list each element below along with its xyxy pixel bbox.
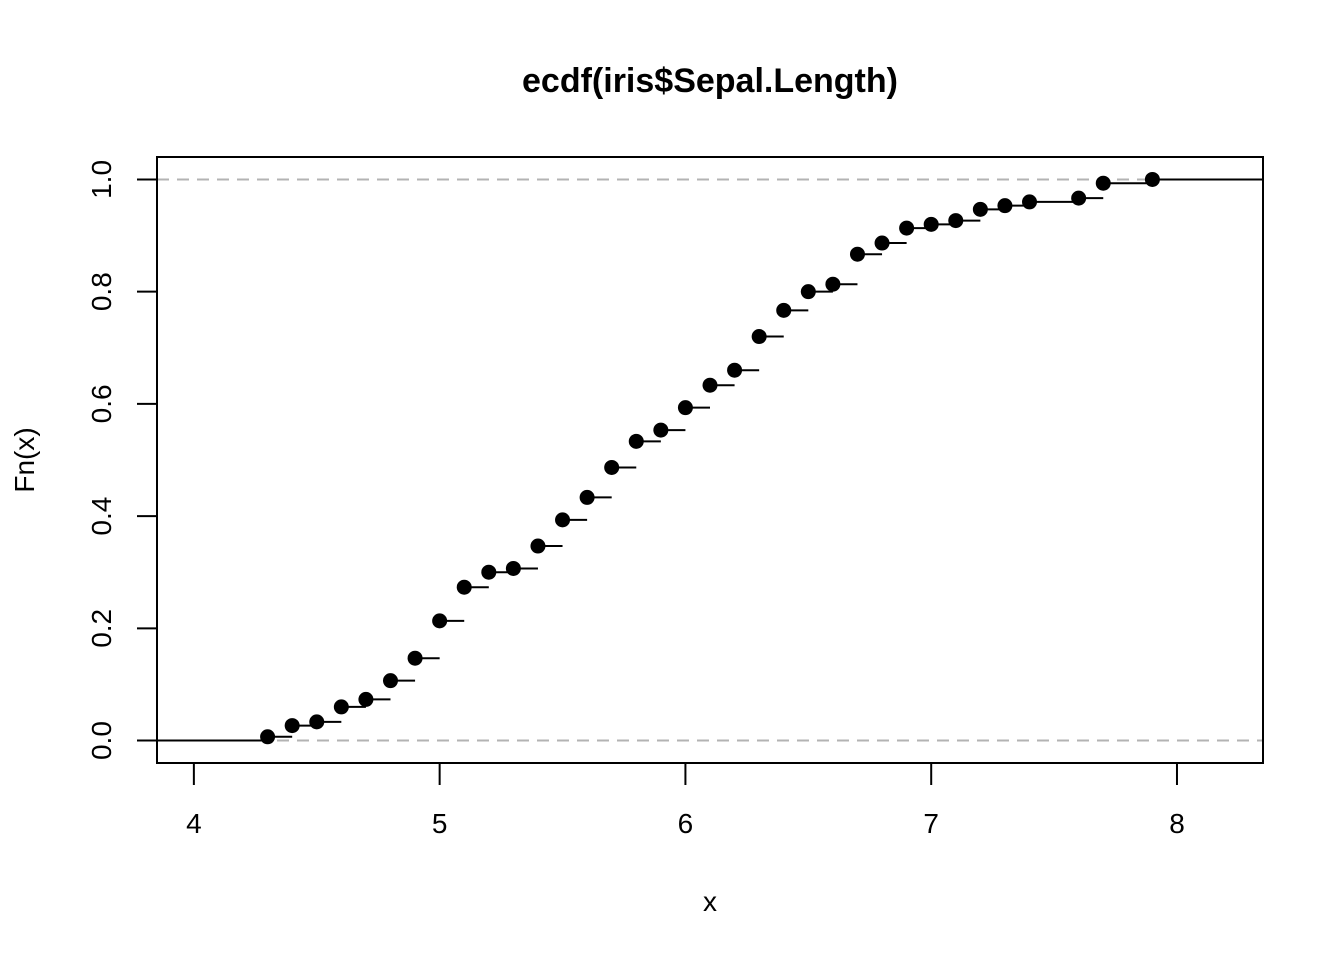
data-point <box>948 213 964 229</box>
data-point <box>776 302 792 318</box>
y-tick-label: 0.4 <box>86 497 117 536</box>
data-point <box>1095 175 1111 191</box>
data-point <box>727 362 743 378</box>
data-point <box>579 489 595 505</box>
x-tick-label: 4 <box>186 808 202 839</box>
x-tick-label: 5 <box>432 808 448 839</box>
chart-title: ecdf(iris$Sepal.Length) <box>522 62 898 100</box>
data-point <box>800 284 816 300</box>
data-point <box>432 613 448 629</box>
data-point <box>358 691 374 707</box>
y-tick-label: 0.8 <box>86 272 117 311</box>
data-point <box>407 650 423 666</box>
y-tick-label: 0.6 <box>86 384 117 423</box>
data-point <box>923 216 939 232</box>
data-point <box>1022 194 1038 210</box>
data-point <box>530 538 546 554</box>
data-point <box>382 673 398 689</box>
data-point <box>555 512 571 528</box>
step-segments <box>157 178 1263 742</box>
data-point <box>653 422 669 438</box>
data-point <box>481 564 497 580</box>
data-point <box>1144 171 1160 187</box>
data-point <box>284 718 300 734</box>
x-tick-label: 7 <box>923 808 939 839</box>
x-tick-label: 6 <box>678 808 694 839</box>
data-point <box>997 198 1013 214</box>
data-point <box>849 246 865 262</box>
data-points <box>260 171 1160 745</box>
data-point <box>702 377 718 393</box>
y-tick-label: 1.0 <box>86 160 117 199</box>
x-axis-title: x <box>703 886 717 917</box>
y-tick-label: 0.2 <box>86 609 117 648</box>
reference-lines <box>157 178 1263 742</box>
data-point <box>751 329 767 345</box>
y-tick-label: 0.0 <box>86 721 117 760</box>
data-point <box>456 579 472 595</box>
data-point <box>628 433 644 449</box>
data-point <box>677 400 693 416</box>
data-point <box>899 220 915 236</box>
data-point <box>309 714 325 730</box>
y-axis: 0.0 0.2 0.4 0.6 0.8 1.0 <box>86 160 158 760</box>
y-axis-title: Fn(x) <box>9 427 40 492</box>
data-point <box>260 729 276 745</box>
data-point <box>825 276 841 292</box>
x-tick-label: 8 <box>1169 808 1185 839</box>
data-point <box>874 235 890 251</box>
x-axis: 4 5 6 7 8 <box>186 762 1185 839</box>
data-point <box>1071 190 1087 206</box>
data-point <box>333 699 349 715</box>
data-point <box>972 201 988 217</box>
data-point <box>505 560 521 576</box>
data-point <box>604 459 620 475</box>
plot-frame <box>156 156 1264 764</box>
